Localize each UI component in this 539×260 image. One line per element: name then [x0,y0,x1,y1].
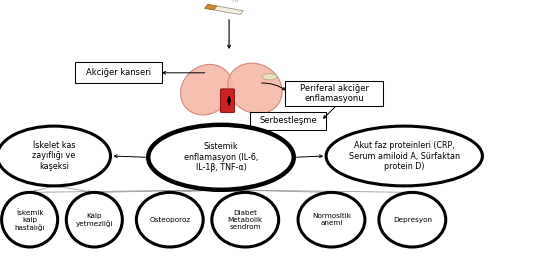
Text: Periferal akciğer
enflamasyonu: Periferal akciğer enflamasyonu [300,84,369,103]
Text: Akciğer kanseri: Akciğer kanseri [86,68,151,77]
Text: Osteoporoz: Osteoporoz [149,217,190,223]
Ellipse shape [0,126,110,186]
Ellipse shape [227,63,282,114]
Ellipse shape [181,64,232,115]
Text: İskemik
kalp
hastalığı: İskemik kalp hastalığı [15,209,45,231]
FancyBboxPatch shape [286,81,383,106]
Ellipse shape [136,192,203,247]
Ellipse shape [66,192,122,247]
Ellipse shape [212,192,279,247]
Ellipse shape [2,192,58,247]
FancyBboxPatch shape [75,62,162,83]
Text: İskelet kas
zayıflığı ve
kaşeksi: İskelet kas zayıflığı ve kaşeksi [32,141,75,171]
Text: Normositik
anemi: Normositik anemi [312,213,351,226]
Text: Kalp
yetmezliği: Kalp yetmezliği [75,213,113,227]
Ellipse shape [298,192,365,247]
Text: Depresyon: Depresyon [393,217,432,223]
Text: Diabet
Metabolik
sendrom: Diabet Metabolik sendrom [227,210,263,230]
Text: Akut faz proteinleri (CRP,
Serum amiloid A, Sürfaktan
protein D): Akut faz proteinleri (CRP, Serum amiloid… [349,141,460,171]
FancyBboxPatch shape [205,4,217,10]
Ellipse shape [379,192,446,247]
FancyBboxPatch shape [205,4,243,15]
Text: Serbestleşme: Serbestleşme [260,116,317,125]
Ellipse shape [262,74,277,80]
FancyBboxPatch shape [251,112,327,130]
FancyBboxPatch shape [220,89,234,113]
Text: Sistemik
enflamasyon (IL-6,
IL-1β, TNF-α): Sistemik enflamasyon (IL-6, IL-1β, TNF-α… [184,142,258,172]
Ellipse shape [148,125,294,190]
Ellipse shape [326,126,482,186]
